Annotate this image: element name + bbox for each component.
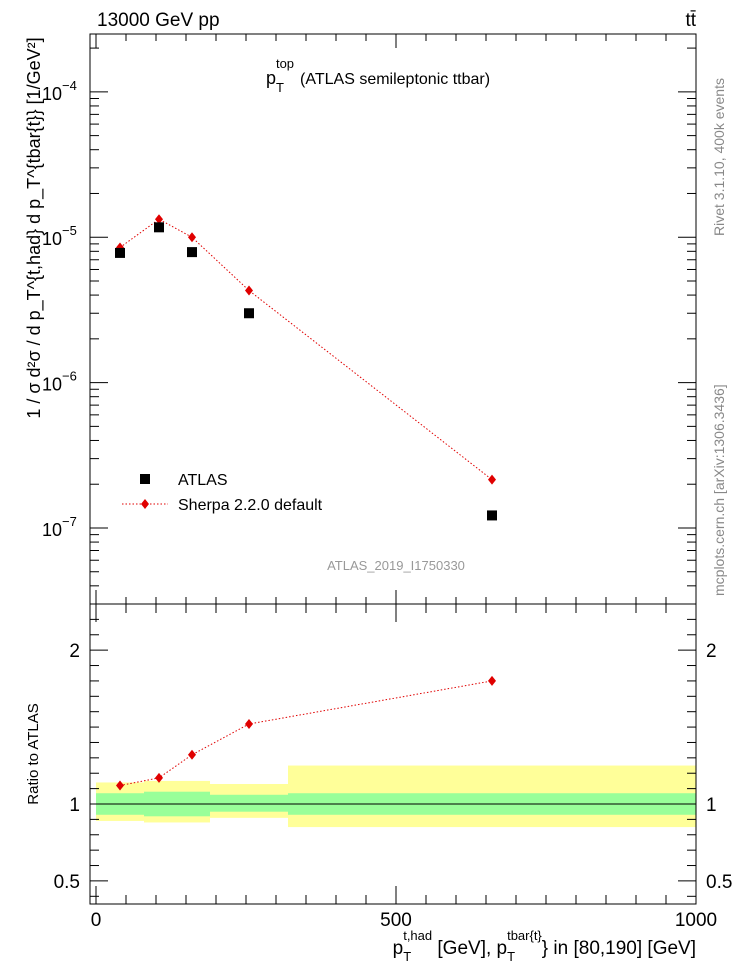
ratio-x-tick-label: 1000: [675, 910, 717, 931]
legend-sherpa-label: Sherpa 2.2.0 default: [178, 497, 323, 514]
ratio-x-tick-label: 500: [380, 910, 412, 931]
main-panel-frame: [89, 33, 697, 605]
mcplots-label: mcplots.cern.ch [arXiv:1306.3436]: [711, 384, 727, 596]
ratio-sherpa-point: [188, 749, 196, 760]
y-tick-label: 10: [42, 229, 62, 249]
legend-sherpa-marker: [141, 499, 149, 509]
main-y-axis-label: 1 / σ d²σ / d p_T^{t,had} d p_T^{tbar{t}…: [24, 37, 45, 418]
legend: ATLAS Sherpa 2.2.0 default: [122, 472, 323, 514]
y-tick-label-exponent: −4: [62, 78, 77, 93]
ratio-panel-frame: [89, 603, 697, 905]
sherpa-point: [155, 214, 163, 225]
y-tick-label: 10: [42, 84, 62, 104]
y-tick-label-exponent: −5: [62, 223, 77, 238]
main-panel: 10−710−610−510−4 pTtop(ATLAS semileptoni…: [24, 33, 697, 605]
ratio-y-tick-label-right: 1: [706, 795, 717, 816]
header-right: tt̄: [685, 10, 696, 31]
header-left: 13000 GeV pp: [97, 10, 220, 31]
legend-atlas-label: ATLAS: [178, 472, 228, 489]
ratio-y-tick-label-right: 2: [706, 641, 717, 662]
ratio-y-tick-label: 0.5: [54, 872, 80, 893]
ratio-y-axis-label: Ratio to ATLAS: [25, 703, 42, 804]
sherpa-point: [488, 474, 496, 485]
sherpa-point: [245, 285, 253, 296]
rivet-label: Rivet 3.1.10, 400k events: [711, 78, 727, 236]
ratio-x-tick-label: 0: [91, 910, 102, 931]
ratio-sherpa-point: [488, 675, 496, 686]
stat-uncertainty-band: [210, 794, 288, 812]
sherpa-line: [119, 218, 493, 481]
ratio-sherpa-point: [155, 772, 163, 783]
atlas-point: [487, 510, 497, 521]
main-title: pTtop(ATLAS semileptonic ttbar): [266, 56, 490, 95]
analysis-watermark: ATLAS_2019_I1750330: [327, 558, 465, 573]
ratio-sherpa-point: [116, 780, 124, 791]
ratio-y-tick-label-right: 0.5: [706, 872, 732, 893]
atlas-point: [115, 247, 125, 258]
y-tick-label-exponent: −6: [62, 369, 77, 384]
ratio-panel: 0.5 0.5 1 1 2 2 0 500 1000 Ratio to ATLAS pTt,ha…: [25, 603, 732, 964]
ratio-x-axis-label: pTt,had [GeV], pTtbar{t}} in [80,190] [G…: [393, 928, 696, 964]
y-tick-label: 10: [42, 375, 62, 395]
y-tick-label: 10: [42, 520, 62, 540]
sherpa-point: [188, 232, 196, 243]
atlas-point: [187, 247, 197, 258]
ratio-sherpa-point: [245, 719, 253, 729]
legend-atlas-marker: [140, 474, 150, 484]
y-tick-label-exponent: −7: [62, 514, 77, 529]
ratio-y-tick-label: 1: [69, 795, 80, 816]
atlas-point: [154, 222, 164, 233]
ratio-y-tick-label: 2: [69, 641, 80, 662]
atlas-point: [244, 308, 254, 319]
